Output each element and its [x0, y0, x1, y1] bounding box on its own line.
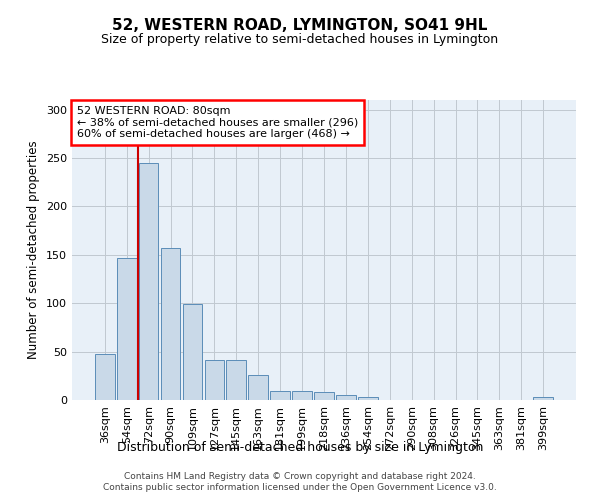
Bar — [161, 248, 181, 400]
Bar — [314, 392, 334, 400]
Bar — [248, 375, 268, 400]
Text: Size of property relative to semi-detached houses in Lymington: Size of property relative to semi-detach… — [101, 32, 499, 46]
Bar — [205, 360, 224, 400]
Bar — [226, 360, 246, 400]
Text: Contains public sector information licensed under the Open Government Licence v3: Contains public sector information licen… — [103, 484, 497, 492]
Bar — [270, 392, 290, 400]
Text: 52 WESTERN ROAD: 80sqm
← 38% of semi-detached houses are smaller (296)
60% of se: 52 WESTERN ROAD: 80sqm ← 38% of semi-det… — [77, 106, 358, 139]
Bar — [533, 397, 553, 400]
Text: 52, WESTERN ROAD, LYMINGTON, SO41 9HL: 52, WESTERN ROAD, LYMINGTON, SO41 9HL — [112, 18, 488, 32]
Bar — [95, 354, 115, 400]
Text: Contains HM Land Registry data © Crown copyright and database right 2024.: Contains HM Land Registry data © Crown c… — [124, 472, 476, 481]
Bar — [117, 258, 137, 400]
Bar — [139, 163, 158, 400]
Y-axis label: Number of semi-detached properties: Number of semi-detached properties — [28, 140, 40, 360]
Text: Distribution of semi-detached houses by size in Lymington: Distribution of semi-detached houses by … — [117, 441, 483, 454]
Bar — [292, 392, 312, 400]
Bar — [336, 395, 356, 400]
Bar — [358, 397, 378, 400]
Bar — [182, 304, 202, 400]
